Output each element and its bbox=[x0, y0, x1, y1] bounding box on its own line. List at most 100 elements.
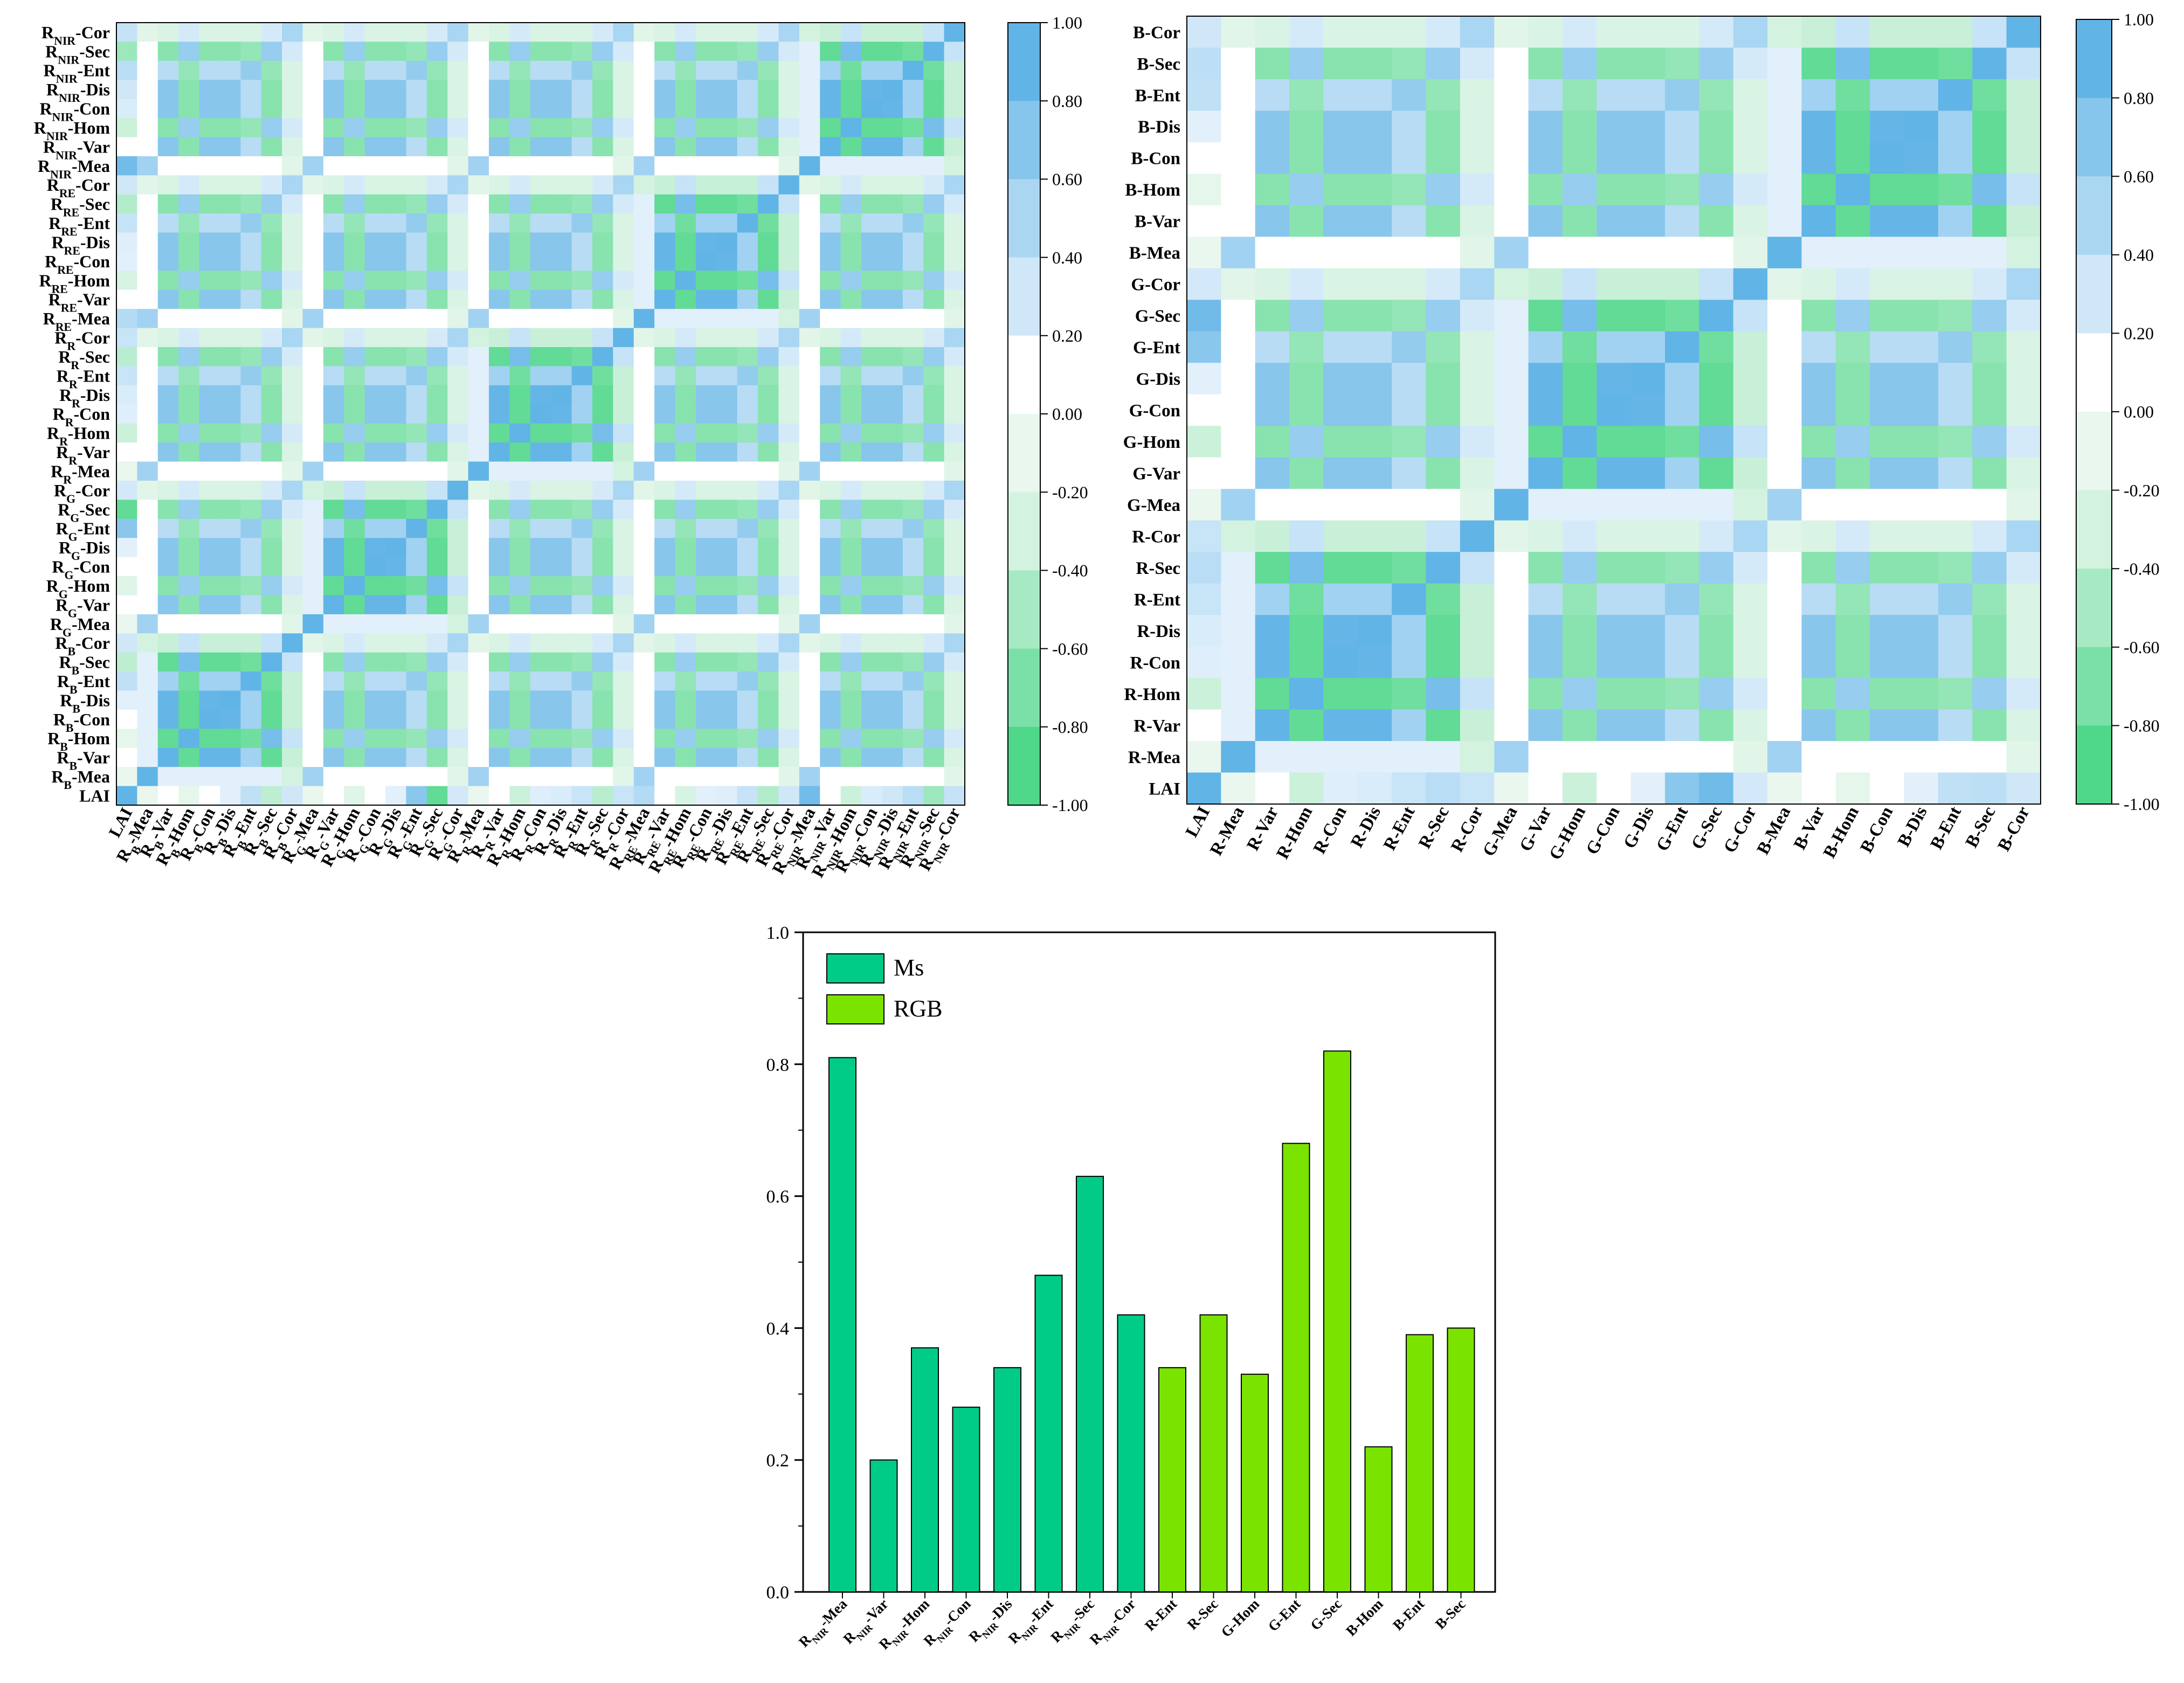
heatmap-cell bbox=[1801, 268, 1836, 300]
heatmap-cell bbox=[509, 271, 531, 290]
heatmap-row-label-base: R bbox=[56, 442, 69, 462]
heatmap-cell bbox=[944, 461, 965, 481]
heatmap-cell bbox=[509, 232, 531, 252]
heatmap-cell bbox=[406, 557, 427, 577]
heatmap-cell bbox=[2006, 457, 2041, 489]
heatmap-cell bbox=[571, 118, 593, 138]
heatmap-cell bbox=[282, 595, 303, 615]
heatmap-cell bbox=[302, 194, 324, 214]
heatmap-cell bbox=[1938, 741, 1973, 773]
heatmap-cell bbox=[1392, 16, 1427, 49]
heatmap-cell bbox=[1699, 110, 1734, 143]
heatmap-cell bbox=[1665, 489, 1699, 521]
heatmap-cell bbox=[882, 41, 903, 61]
heatmap-cell bbox=[447, 767, 469, 787]
heatmap-cell bbox=[923, 461, 945, 481]
heatmap-cell bbox=[1255, 79, 1290, 112]
heatmap-cell bbox=[157, 500, 179, 520]
heatmap-cell bbox=[282, 385, 303, 405]
bar-x-tick-label-base: B-Ent bbox=[1390, 1596, 1427, 1633]
heatmap-row-label-suffix: -Ent bbox=[78, 61, 110, 80]
heatmap-cell bbox=[1972, 79, 2007, 112]
heatmap-cell bbox=[1767, 741, 1802, 773]
heatmap-cell bbox=[778, 423, 800, 443]
heatmap-cell bbox=[364, 41, 386, 61]
heatmap-cell bbox=[323, 690, 344, 710]
heatmap-cell bbox=[633, 23, 655, 43]
heatmap-cell bbox=[882, 309, 903, 329]
heatmap-cell bbox=[592, 289, 613, 309]
heatmap-cell bbox=[861, 767, 883, 787]
heatmap-cell bbox=[1255, 520, 1290, 552]
heatmap-cell bbox=[923, 538, 945, 558]
heatmap-cell bbox=[2006, 16, 2041, 49]
heatmap-cell bbox=[1357, 709, 1392, 742]
heatmap-cell bbox=[219, 175, 241, 195]
heatmap-cell bbox=[530, 289, 551, 309]
heatmap-cell bbox=[882, 347, 903, 367]
heatmap-cell bbox=[592, 366, 613, 386]
heatmap-cell bbox=[1801, 47, 1836, 80]
heatmap-cell bbox=[1289, 174, 1324, 206]
heatmap-cell bbox=[344, 595, 365, 615]
heatmap-cell bbox=[882, 213, 903, 233]
heatmap-col-label: R-Mea bbox=[1206, 804, 1248, 859]
heatmap-row-label-suffix: -Con bbox=[73, 404, 110, 424]
heatmap-cell bbox=[1187, 583, 1221, 615]
heatmap-row-label-suffix: -Var bbox=[77, 137, 110, 156]
colorbar-bin bbox=[1008, 570, 1040, 649]
heatmap-cell bbox=[737, 347, 758, 367]
heatmap-row-label: RB-Ent bbox=[57, 671, 110, 696]
heatmap-cell bbox=[758, 175, 779, 195]
heatmap-cell bbox=[364, 671, 386, 691]
heatmap-row-label-base: R bbox=[56, 595, 68, 614]
heatmap-cell bbox=[1596, 615, 1632, 647]
heatmap-cell bbox=[737, 729, 758, 749]
heatmap-cell bbox=[613, 671, 634, 691]
heatmap-cell bbox=[1494, 363, 1529, 395]
heatmap-cell bbox=[737, 690, 758, 710]
heatmap-cell bbox=[1801, 331, 1836, 363]
heatmap-cell bbox=[923, 442, 945, 462]
heatmap-row-label-suffix: -Sec bbox=[79, 195, 110, 214]
heatmap-cell bbox=[820, 309, 841, 329]
heatmap-cell bbox=[654, 328, 676, 348]
heatmap-cell bbox=[1255, 457, 1290, 489]
heatmap-cell bbox=[1596, 363, 1632, 395]
heatmap-cell bbox=[923, 41, 945, 61]
heatmap-cell bbox=[675, 60, 696, 80]
heatmap-cell bbox=[861, 80, 883, 100]
heatmap-cell bbox=[1494, 79, 1529, 112]
heatmap-cell bbox=[551, 60, 572, 80]
heatmap-row-label-sub: R bbox=[63, 473, 72, 486]
heatmap-cell bbox=[1494, 520, 1529, 552]
heatmap-cell bbox=[654, 652, 676, 672]
heatmap-cell bbox=[840, 366, 862, 386]
heatmap-cell bbox=[861, 194, 883, 214]
heatmap-cell bbox=[1392, 331, 1427, 363]
heatmap-cell bbox=[240, 271, 262, 290]
heatmap-cell bbox=[1426, 741, 1461, 773]
heatmap-cell bbox=[509, 99, 531, 119]
heatmap-cell bbox=[1255, 709, 1290, 742]
heatmap-cell bbox=[344, 404, 365, 424]
heatmap-cell bbox=[758, 385, 779, 405]
heatmap-cell bbox=[1665, 205, 1699, 237]
heatmap-cell bbox=[944, 442, 965, 462]
heatmap-cell bbox=[240, 366, 262, 386]
heatmap-cell bbox=[1596, 142, 1632, 174]
heatmap-cell bbox=[240, 194, 262, 214]
heatmap-cell bbox=[633, 99, 655, 119]
heatmap-cell bbox=[902, 23, 924, 43]
heatmap-cell bbox=[1665, 646, 1699, 678]
heatmap-cell bbox=[530, 518, 551, 538]
heatmap-cell bbox=[509, 500, 531, 520]
heatmap-cell bbox=[737, 289, 758, 309]
heatmap-cell bbox=[199, 60, 220, 80]
heatmap-cell bbox=[551, 137, 572, 157]
heatmap-cell bbox=[571, 60, 593, 80]
heatmap-cell bbox=[302, 251, 324, 271]
heatmap-cell bbox=[1733, 174, 1768, 206]
heatmap-cell bbox=[1767, 142, 1802, 174]
heatmap-cell bbox=[406, 442, 427, 462]
